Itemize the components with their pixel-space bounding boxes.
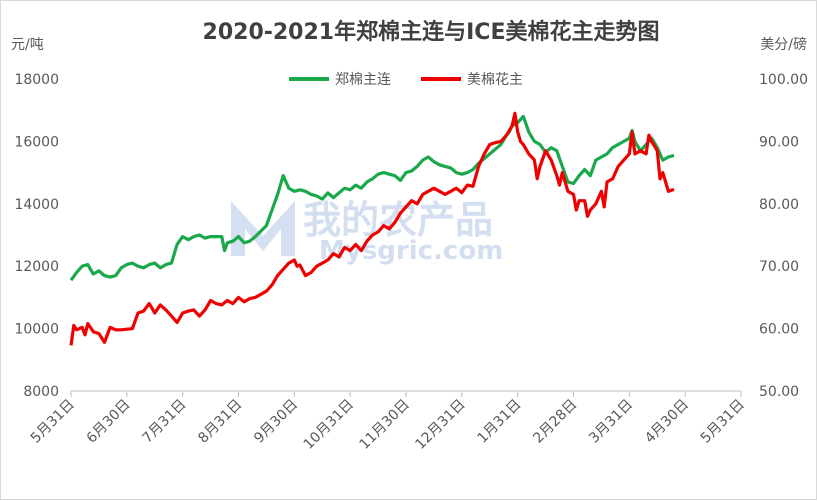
- legend-label-zhengmian: 郑棉主连: [335, 71, 391, 88]
- series-line-meimian: [69, 111, 675, 346]
- watermark-logo-icon: [231, 201, 295, 256]
- left-tick-label: 14000: [14, 197, 59, 213]
- right-tick-label: 90.00: [759, 134, 799, 150]
- left-tick-label: 18000: [14, 72, 59, 88]
- left-tick-label: 12000: [14, 259, 59, 275]
- left-tick-label: 10000: [14, 322, 59, 338]
- x-tick-label: 5月31日: [698, 397, 748, 447]
- x-tick-label: 11月30日: [357, 397, 413, 453]
- x-tick-label: 8月31日: [195, 397, 245, 447]
- series-layer: [69, 111, 675, 346]
- x-tick-label: 10月31日: [301, 397, 357, 453]
- x-tick-label: 2月28日: [530, 397, 580, 447]
- left-tick-label: 8000: [23, 384, 59, 400]
- right-tick-label: 60.00: [759, 322, 799, 338]
- right-tick-label: 70.00: [759, 259, 799, 275]
- right-tick-label: 100.00: [759, 72, 808, 88]
- x-tick-label: 1月31日: [474, 397, 524, 447]
- series-line-zhengmian: [69, 114, 675, 282]
- watermark-subtext: Mysgric.com: [319, 236, 503, 266]
- chart-title: 2020-2021年郑棉主连与ICE美棉花主走势图: [203, 19, 660, 45]
- left-tick-label: 16000: [14, 134, 59, 150]
- x-tick-label: 9月30日: [251, 397, 301, 447]
- left-axis-unit: 元/吨: [11, 37, 44, 53]
- legend: 郑棉主连 美棉花主: [289, 71, 523, 88]
- x-tick-label: 3月31日: [586, 397, 636, 447]
- right-tick-label: 80.00: [759, 197, 799, 213]
- x-tick-label: 4月30日: [642, 397, 692, 447]
- legend-label-meimian: 美棉花主: [467, 71, 523, 88]
- x-tick-label: 6月30日: [84, 397, 134, 447]
- x-tick-label: 7月31日: [139, 397, 189, 447]
- x-tick-label: 12月31日: [412, 397, 468, 453]
- x-tick-label: 5月31日: [28, 397, 78, 447]
- right-tick-label: 50.00: [759, 384, 799, 400]
- right-axis-unit: 美分/磅: [760, 36, 807, 53]
